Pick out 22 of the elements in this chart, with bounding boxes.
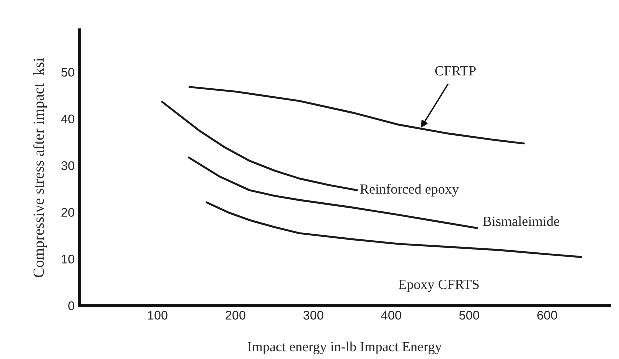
y-tick-label: 10 xyxy=(62,254,74,264)
x-tick-label: 500 xyxy=(460,311,480,320)
x-tick-label: 600 xyxy=(538,311,558,320)
annotation: CFRTP xyxy=(435,66,476,76)
line-series xyxy=(188,156,478,230)
y-tick-label: 0 xyxy=(68,302,74,311)
x-tick-label: 400 xyxy=(381,311,402,320)
x-tick-label: 100 xyxy=(148,311,168,320)
annotation: Reinforced epoxy xyxy=(360,184,460,197)
y-tick-label: 20 xyxy=(62,208,74,218)
line-series xyxy=(206,202,583,258)
line-series xyxy=(188,86,525,145)
x-axis-title: Impact energy in-lb Impact Energy xyxy=(248,342,442,354)
x-tick-label: 300 xyxy=(304,311,324,320)
y-axis-title: Compressive stress after impact ksi xyxy=(33,58,48,278)
annotation: Epoxy CFRTS xyxy=(398,280,479,292)
line-series xyxy=(161,101,358,192)
x-tick-label: 200 xyxy=(226,311,246,320)
y-tick-label: 30 xyxy=(62,161,74,170)
annotation: Bismaleimide xyxy=(483,216,560,226)
y-tick-label: 40 xyxy=(61,114,74,124)
y-tick-label: 50 xyxy=(62,68,74,77)
